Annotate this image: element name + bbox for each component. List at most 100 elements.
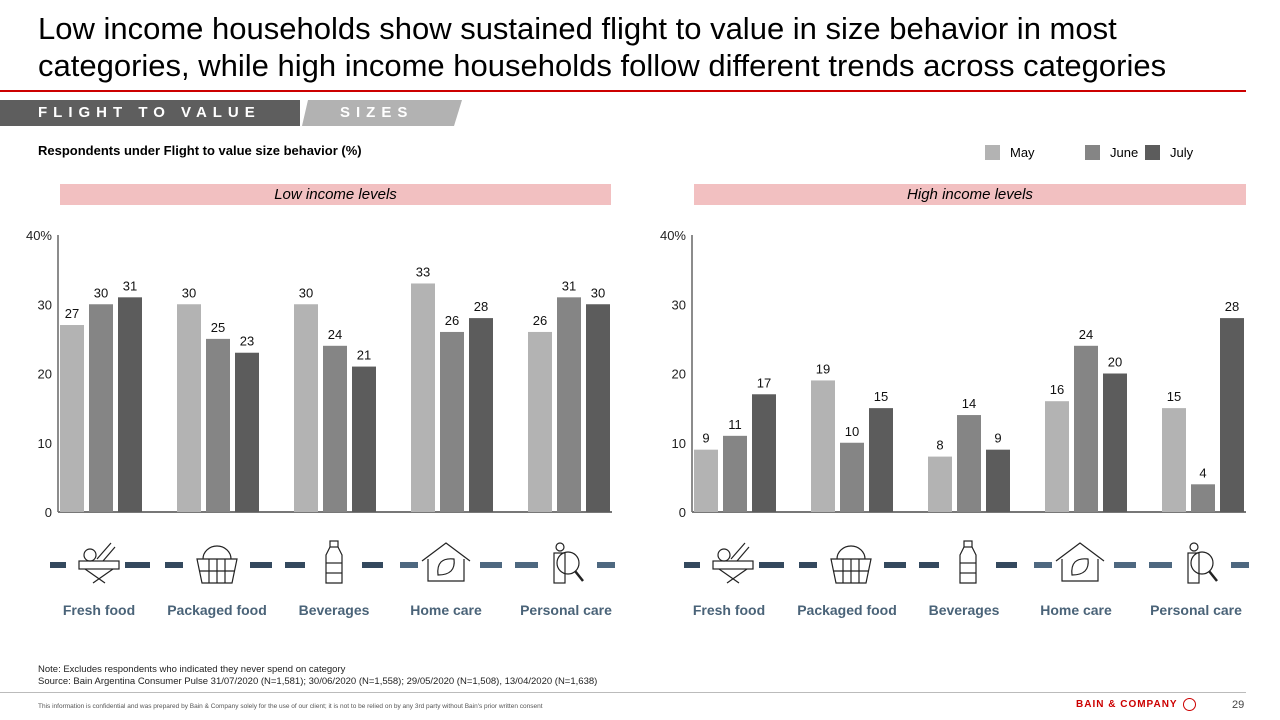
legend-swatch	[985, 145, 1000, 160]
bar-may	[528, 331, 552, 512]
bar-june	[440, 331, 464, 512]
bar-july	[986, 449, 1010, 512]
data-label: 9	[702, 431, 709, 446]
data-label: 14	[962, 396, 976, 411]
section-tab-flight-to-value: FLIGHT TO VALUE	[0, 100, 300, 126]
data-label: 28	[1225, 299, 1239, 314]
bar-june	[723, 435, 747, 512]
category-label-fresh-food: Fresh food	[62, 602, 136, 618]
chart-subtitle: Respondents under Flight to value size b…	[38, 143, 362, 158]
category-label-beverages: Beverages	[298, 602, 370, 618]
legend-label: July	[1170, 145, 1194, 160]
y-tick-label: 10	[672, 436, 686, 451]
data-label: 25	[211, 320, 225, 335]
bar-may	[294, 304, 318, 512]
dash-separator	[50, 562, 66, 568]
y-tick-label: 40%	[660, 228, 686, 243]
data-label: 24	[1079, 327, 1093, 342]
footer-divider	[0, 692, 1246, 693]
section-tab-sizes: SIZES	[302, 100, 462, 126]
section-tab-label: SIZES	[340, 104, 414, 121]
bar-june	[840, 442, 864, 512]
low-income-chart: 0 10 20 30 40% 27 30 31 30 25 23 30 24 21 33 26 28 26 31 30	[26, 228, 612, 520]
data-label: 28	[474, 299, 488, 314]
bar-june	[206, 338, 230, 512]
category-label-personal-care: Personal care	[520, 602, 612, 618]
data-label: 15	[874, 389, 888, 404]
dash-separator	[759, 562, 784, 568]
bar-may	[1045, 401, 1069, 512]
data-label: 21	[357, 348, 371, 363]
data-label: 30	[182, 285, 196, 300]
disclaimer: This information is confidential and was…	[38, 703, 543, 710]
slide-title: Low income households show sustained fli…	[38, 11, 1167, 83]
data-label: 27	[65, 306, 79, 321]
bar-may	[694, 449, 718, 512]
dash-separator	[515, 562, 538, 568]
y-tick-label: 30	[38, 297, 52, 312]
data-label: 17	[757, 375, 771, 390]
bar-may	[411, 283, 435, 512]
bar-june	[1191, 484, 1215, 512]
data-label: 10	[845, 424, 859, 439]
fresh-food-icon	[78, 542, 120, 584]
category-label-beverages: Beverages	[928, 602, 1000, 618]
y-tick-label: 20	[672, 367, 686, 382]
page-number: 29	[1232, 699, 1245, 711]
legend-label: May	[1010, 145, 1035, 160]
basket-icon	[830, 545, 872, 584]
footnote: Note: Excludes respondents who indicated…	[38, 664, 597, 688]
bar-june	[557, 297, 581, 512]
data-label: 33	[416, 264, 430, 279]
dash-separator	[165, 562, 183, 568]
high-income-header: High income levels	[694, 184, 1246, 205]
dash-separator	[799, 562, 817, 568]
home-leaf-icon	[421, 542, 471, 582]
category-label-home-care: Home care	[410, 602, 482, 618]
bar-july	[352, 366, 376, 512]
dash-separator	[1034, 562, 1052, 568]
dash-separator	[125, 562, 150, 568]
y-tick-label: 20	[38, 367, 52, 382]
dash-separator	[919, 562, 939, 568]
bar-may	[177, 304, 201, 512]
bar-june	[323, 345, 347, 512]
low-income-category-icons	[50, 540, 615, 584]
dash-separator	[1114, 562, 1136, 568]
dash-separator	[1231, 562, 1249, 568]
bar-july	[235, 352, 259, 512]
y-tick-label: 30	[672, 297, 686, 312]
brand-logo-text: BAIN & COMPANY	[1076, 699, 1178, 710]
data-label: 30	[94, 285, 108, 300]
data-label: 16	[1050, 382, 1064, 397]
bar-july	[118, 297, 142, 512]
data-label: 9	[994, 431, 1001, 446]
y-tick-label: 0	[45, 505, 52, 520]
dash-separator	[996, 562, 1017, 568]
category-label-packaged-food: Packaged food	[167, 602, 267, 618]
person-search-icon	[1187, 542, 1218, 584]
bain-logo-icon	[1183, 698, 1196, 711]
data-label: 15	[1167, 389, 1181, 404]
data-label: 24	[328, 327, 342, 342]
data-label: 11	[728, 417, 742, 432]
legend-item-may: May	[985, 145, 1085, 160]
person-search-icon	[553, 542, 584, 584]
title-divider	[0, 90, 1246, 92]
data-label: 20	[1108, 355, 1122, 370]
bottle-icon	[959, 540, 977, 584]
category-label-personal-care: Personal care	[1150, 602, 1242, 618]
legend-swatch	[1085, 145, 1100, 160]
low-income-header: Low income levels	[60, 184, 611, 205]
bottle-icon	[325, 540, 343, 584]
bar-july	[469, 318, 493, 512]
data-label: 31	[123, 278, 137, 293]
category-label-fresh-food: Fresh food	[692, 602, 766, 618]
basket-icon	[196, 545, 238, 584]
y-tick-label: 40%	[26, 228, 52, 243]
y-tick-label: 0	[679, 505, 686, 520]
bar-july	[586, 304, 610, 512]
bar-july	[752, 394, 776, 512]
bar-july	[1103, 373, 1127, 512]
section-tab-label: FLIGHT TO VALUE	[38, 104, 261, 121]
